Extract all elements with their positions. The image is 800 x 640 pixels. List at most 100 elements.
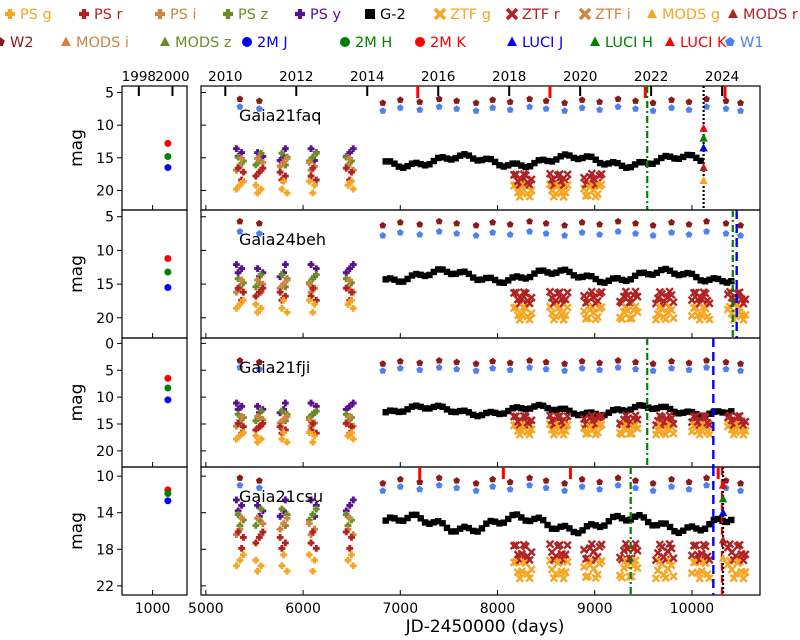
point-g2 [522,517,529,524]
point-g2 [478,411,486,419]
point-g2 [496,520,503,527]
point-ztf-r [525,180,534,190]
point-g2 [535,157,543,164]
legend-label-ps-y: PS y [310,7,342,23]
point-ps-r [234,164,242,172]
point-ps-r [307,292,315,300]
point-g2 [421,272,429,280]
point-ps-y [232,145,240,153]
y-tick-label: 15 [96,417,114,433]
point-w1 [489,364,497,372]
panel-frame-right [200,466,761,596]
point-w2 [489,96,497,103]
point-w1 [561,487,568,494]
point-2m-j [164,396,172,404]
point-w2 [379,479,387,487]
point-w2 [396,218,404,226]
x-tick-label: 5000 [188,601,224,617]
point-w2 [489,475,497,483]
point-g2 [557,267,564,274]
point-ps-r [234,284,242,292]
point-ps-g [344,432,352,440]
legend-entry-mods-z: MODS z [160,35,232,51]
point-g2 [500,163,508,170]
point-ps-g [309,309,317,316]
legend-entry-w1: W1 [725,35,764,51]
point-g2 [688,408,696,416]
point-ztf-r [597,411,606,421]
point-w1 [649,487,657,494]
point-ztf-r [511,288,521,297]
point-ps-r [255,534,263,541]
point-g2 [470,274,477,281]
legend-label-ztf-i: ZTF i [595,7,631,23]
point-w1 [542,484,550,491]
point-w1 [632,365,639,373]
point-g2 [553,525,560,533]
point-ps-g [232,562,240,570]
point-ps-r [309,284,317,292]
point-w2 [542,219,550,227]
point-g2 [426,271,433,279]
y-tick-label: 10 [96,118,114,134]
point-g2 [548,270,556,277]
point-w1 [453,230,461,237]
point-ztf-g [593,428,602,437]
legend-marker-luci-k [665,36,675,46]
x-tick-label: 6000 [285,601,321,617]
point-ztf-g [651,574,661,583]
point-w2 [453,477,461,484]
point-g2 [395,517,403,524]
point-ztf-g [697,567,706,576]
point-ztf-g [633,307,642,317]
point-ps-z [252,417,260,425]
point-g2 [575,155,582,163]
point-ztf-g [561,426,570,436]
point-g2 [417,271,424,279]
legend: PS g PS r PS i PS z PS y G-2 ZTF g ZTF r ZTF i MO… [0,7,798,51]
point-g2 [400,408,407,415]
point-ps-y [349,261,357,268]
point-ps-i [238,155,246,162]
point-w1 [737,232,744,239]
point-w1 [435,228,443,235]
point-ps-g [252,181,260,189]
point-g2 [579,527,586,534]
point-g2 [474,276,481,284]
point-ps-i [283,514,291,522]
point-g2 [491,158,499,166]
point-g2 [496,162,503,169]
point-ztf-g [731,569,740,579]
point-ztf-r [561,550,570,559]
point-ztf-g [551,312,561,321]
point-ztf-g [705,573,714,583]
point-ztf-r [563,170,572,179]
point-2m-k [164,374,172,382]
legend-marker-mods-g [647,8,657,18]
panel-label-gaia24beh: Gaia24beh [239,230,326,249]
point-w1 [578,229,586,236]
point-ztf-r [633,415,642,424]
point-ztf-r [555,169,564,179]
point-g2 [623,407,630,415]
point-ztf-g [617,573,627,582]
point-g2 [570,410,578,417]
point-ztf-r [597,540,606,549]
point-w1 [668,229,675,236]
point-ztf-g [517,310,527,319]
point-ztf-g [597,556,606,566]
point-2m-h [164,152,172,160]
point-w1 [506,366,514,373]
point-g2 [627,163,634,171]
point-ps-g [283,309,291,316]
point-ps-z [252,283,260,291]
point-ps-r [307,539,315,547]
point-ztf-r [735,411,744,421]
point-g2 [561,522,569,530]
point-w1 [649,367,657,374]
point-w1 [737,367,744,374]
point-g2 [671,528,678,535]
point-g2 [653,158,661,165]
point-ps-g [344,556,352,564]
point-ztf-r [527,175,536,184]
